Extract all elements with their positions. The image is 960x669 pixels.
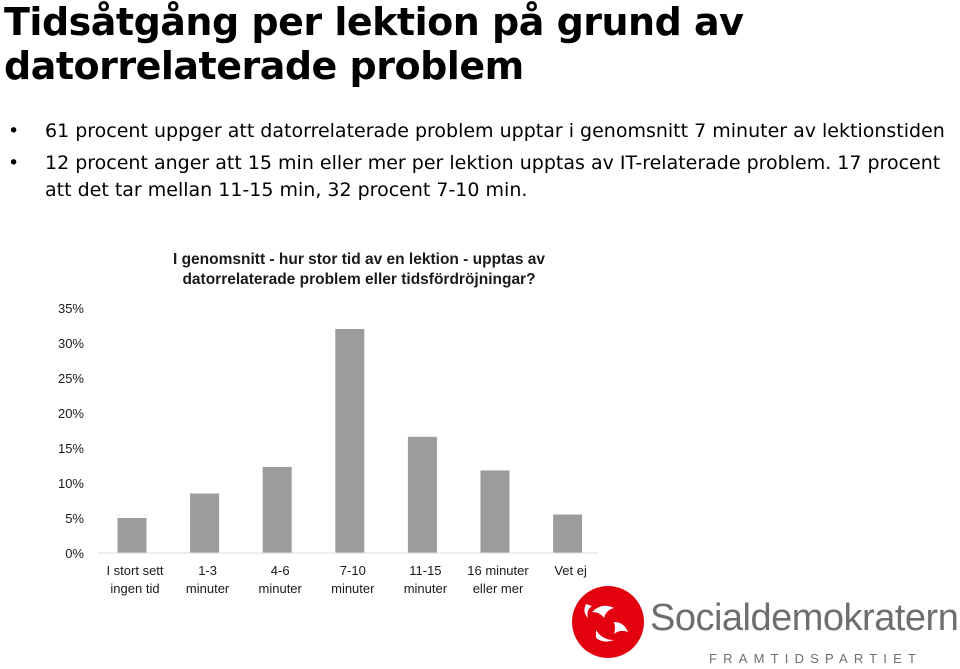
bar (117, 518, 147, 553)
y-tick-label: 10% (58, 476, 84, 491)
x-tick-label: minuter (331, 581, 375, 596)
bullet-item: • 12 procent anger att 15 min eller mer … (8, 150, 948, 204)
brand-tagline: FRAMTIDSPARTIET (709, 651, 923, 666)
bar (407, 436, 437, 553)
y-tick-label: 35% (58, 301, 84, 316)
x-tick-label: 4-6 (271, 563, 290, 578)
y-tick-label: 0% (65, 546, 84, 561)
y-tick-label: 25% (58, 371, 84, 386)
bar (553, 514, 583, 553)
slide-title: Tidsåtgång per lektion på grund av dator… (4, 0, 744, 88)
bar (335, 329, 365, 553)
chart-title: I genomsnitt - hur stor tid av en lektio… (172, 251, 546, 288)
bar (190, 493, 220, 553)
x-tick-label: 11-15 (409, 563, 441, 578)
bullet-dot-icon: • (8, 120, 20, 142)
bullet-item: • 61 procent uppger att datorrelaterade … (8, 118, 948, 145)
x-tick-label: Vet ej (554, 563, 587, 578)
bullet-text: 12 procent anger att 15 min eller mer pe… (45, 152, 941, 201)
bar (480, 470, 510, 553)
x-tick-label: minuter (259, 581, 303, 596)
x-tick-label: I stort sett (106, 563, 163, 578)
x-tick-label: 16 minuter (467, 563, 529, 578)
x-tick-label: ingen tid (110, 581, 159, 596)
y-tick-label: 15% (58, 441, 84, 456)
bar (262, 466, 292, 553)
y-tick-label: 20% (58, 406, 84, 421)
bullet-dot-icon: • (8, 152, 20, 174)
x-tick-label: 7-10 (340, 563, 366, 578)
y-tick-label: 5% (65, 511, 84, 526)
brand-name: Socialdemokraterna (650, 597, 960, 639)
x-tick-label: minuter (186, 581, 230, 596)
bullet-list: • 61 procent uppger att datorrelaterade … (8, 118, 948, 209)
x-tick-label: eller mer (473, 581, 524, 596)
y-tick-label: 30% (58, 336, 84, 351)
rose-logo-icon (572, 586, 644, 658)
x-tick-label: minuter (404, 581, 448, 596)
x-tick-label: 1-3 (198, 563, 217, 578)
bullet-text: 61 procent uppger att datorrelaterade pr… (45, 120, 945, 142)
